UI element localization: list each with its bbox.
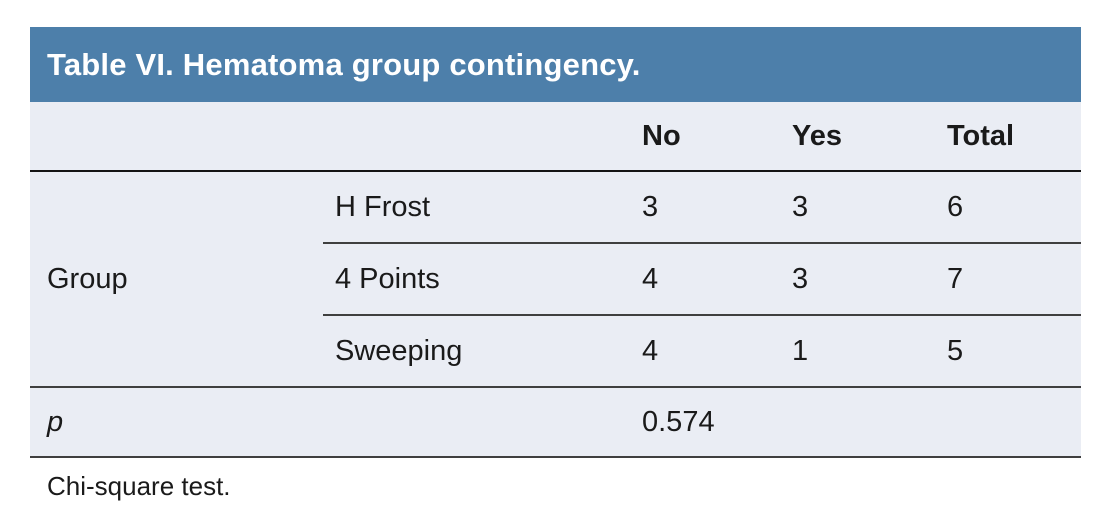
cell-h-frost-total: 6 (943, 172, 1081, 244)
table-title: Table VI. Hematoma group contingency. (47, 46, 641, 82)
cell-p-empty (323, 388, 638, 458)
cell-sweeping-yes: 1 (788, 316, 943, 388)
row-label-4-points: 4 Points (323, 244, 638, 316)
table-title-bar: Table VI. Hematoma group contingency. (30, 27, 1081, 102)
cell-p-empty-total (943, 388, 1081, 458)
table-footnote: Chi-square test. (47, 471, 231, 501)
cell-4-points-no: 4 (638, 244, 788, 316)
contingency-table: Table VI. Hematoma group contingency. No… (30, 27, 1081, 502)
header-cell-empty-1 (30, 102, 323, 172)
column-header-total: Total (943, 102, 1081, 172)
cell-sweeping-total: 5 (943, 316, 1081, 388)
column-header-yes: Yes (788, 102, 943, 172)
row-header-group: Group (30, 172, 323, 388)
row-label-sweeping: Sweeping (323, 316, 638, 388)
header-cell-empty-2 (323, 102, 638, 172)
column-header-no: No (638, 102, 788, 172)
cell-4-points-yes: 3 (788, 244, 943, 316)
cell-p-value: 0.574 (638, 388, 788, 458)
cell-4-points-total: 7 (943, 244, 1081, 316)
cell-h-frost-no: 3 (638, 172, 788, 244)
cell-p-empty-yes (788, 388, 943, 458)
table-grid: No Yes Total Group H Frost 3 3 6 4 Point… (30, 102, 1081, 458)
row-label-h-frost: H Frost (323, 172, 638, 244)
row-header-p: p (30, 388, 323, 458)
cell-sweeping-no: 4 (638, 316, 788, 388)
cell-h-frost-yes: 3 (788, 172, 943, 244)
